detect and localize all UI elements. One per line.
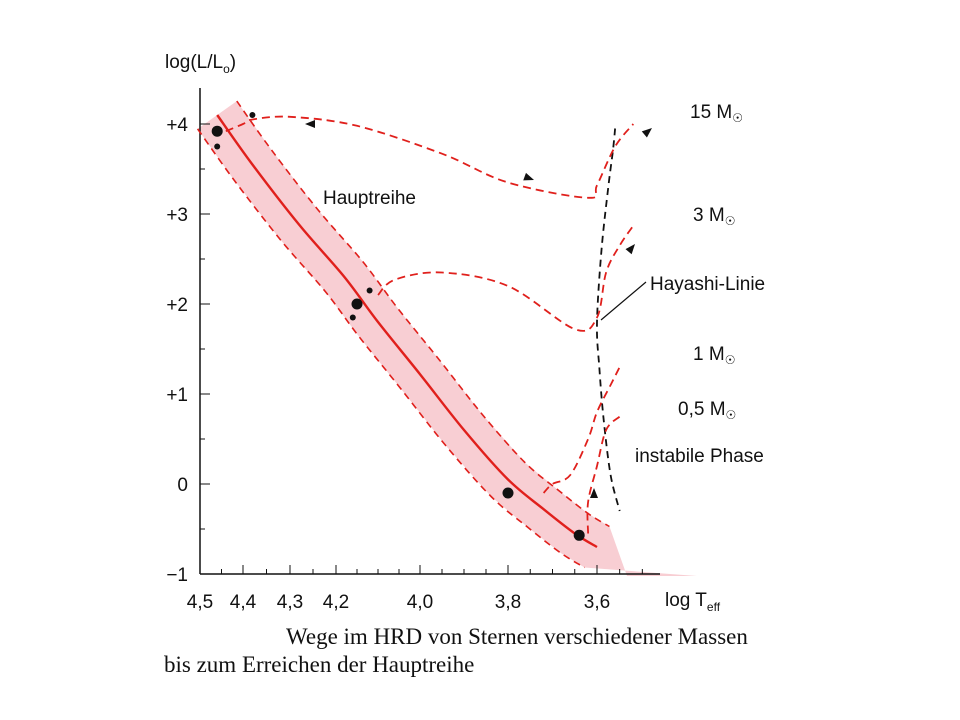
- x-axis-label: log Teff: [665, 590, 721, 614]
- star-dot: [349, 314, 356, 321]
- annotation-instabile-phase: instabile Phase: [635, 446, 764, 467]
- arrowhead: [641, 128, 652, 138]
- arrowhead: [625, 244, 635, 255]
- dots-layer: [211, 112, 585, 541]
- x-tick-label: 4,0: [407, 592, 433, 613]
- star-dot: [366, 287, 373, 294]
- labels-layer: log(L/Lo) log Teff Hauptreihe Hayashi-Li…: [165, 52, 765, 614]
- evolution-track: [542, 366, 621, 494]
- arrowhead: [305, 120, 315, 128]
- evolution-track: [586, 415, 621, 534]
- star-dot: [249, 112, 256, 118]
- arrowhead: [590, 488, 598, 498]
- y-tick-label: −1: [166, 565, 188, 586]
- arrowhead: [523, 172, 534, 181]
- hayashi-pointer-line: [600, 281, 647, 321]
- track-mass-label: 15 M☉: [690, 102, 743, 125]
- y-tick-label: +4: [166, 115, 188, 136]
- evolution-track: [377, 225, 635, 332]
- track-mass-label: 3 M☉: [693, 205, 735, 228]
- star-dot: [214, 143, 221, 150]
- y-tick-label: +2: [166, 295, 188, 316]
- y-tick-label: +1: [166, 385, 188, 406]
- annotation-hayashi-linie: Hayashi-Linie: [650, 274, 765, 295]
- y-axis-label: log(L/Lo): [165, 52, 236, 76]
- track-mass-label: 0,5 M☉: [678, 399, 736, 422]
- axes-layer: [199, 88, 660, 575]
- star-dot: [502, 487, 514, 499]
- x-tick-label: 4,2: [323, 592, 349, 613]
- annotation-hauptreihe: Hauptreihe: [323, 188, 416, 209]
- caption-line-2: bis zum Erreichen der Hauptreihe: [164, 652, 475, 677]
- star-dot: [573, 529, 585, 541]
- band-lower-edge: [236, 100, 610, 528]
- main-sequence-band: [197, 101, 698, 576]
- band-upper-edge: [196, 128, 586, 569]
- caption-line-1: Wege im HRD von Sternen verschiedener Ma…: [286, 624, 748, 649]
- x-tick-label: 4,3: [277, 592, 303, 613]
- main-sequence-line: [216, 114, 598, 549]
- x-tick-label: 4,4: [230, 592, 257, 613]
- y-tick-label: +3: [166, 205, 188, 226]
- x-axis-label-sub: eff: [707, 600, 721, 614]
- y-tick-label: 0: [177, 475, 188, 496]
- hayashi-line: [596, 128, 621, 512]
- x-tick-label: 3,8: [495, 592, 521, 613]
- evolution-track: [225, 115, 634, 199]
- star-dot: [211, 125, 223, 137]
- curves-layer: [196, 100, 652, 569]
- x-tick-label: 4,5: [187, 592, 213, 613]
- main-sequence-band-layer: [197, 101, 698, 576]
- x-tick-label: 3,6: [584, 592, 610, 613]
- track-mass-label: 1 M☉: [693, 344, 735, 367]
- y-axis-label-sub: o: [223, 62, 230, 76]
- star-dot: [351, 298, 363, 310]
